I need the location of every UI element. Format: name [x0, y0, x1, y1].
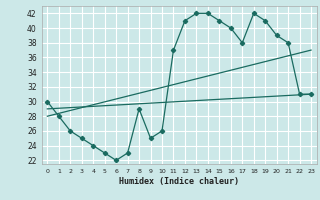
X-axis label: Humidex (Indice chaleur): Humidex (Indice chaleur): [119, 177, 239, 186]
